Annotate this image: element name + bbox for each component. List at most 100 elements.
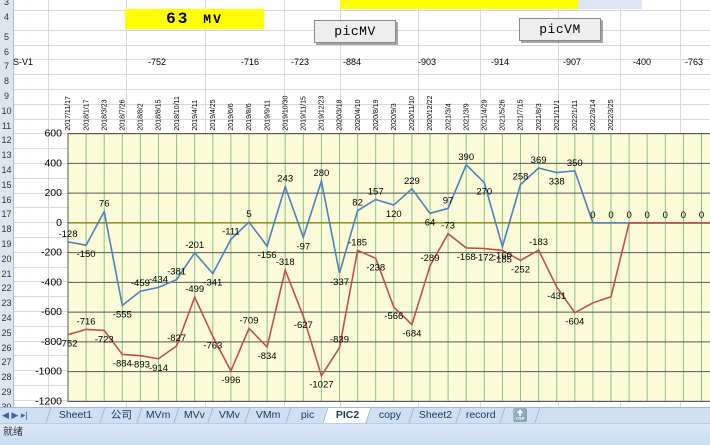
- svg-text:-289: -289: [420, 253, 439, 264]
- svg-text:2019/8/6: 2019/8/6: [246, 103, 253, 130]
- svg-text:-1200: -1200: [35, 395, 62, 407]
- svg-text:97: 97: [443, 195, 454, 206]
- svg-text:-827: -827: [167, 333, 186, 344]
- svg-text:-893: -893: [131, 360, 150, 371]
- svg-text:200: 200: [44, 187, 62, 199]
- svg-text:76: 76: [99, 199, 110, 210]
- svg-text:-185: -185: [493, 254, 512, 265]
- svg-text:-499: -499: [185, 284, 204, 295]
- svg-text:2018/3/23: 2018/3/23: [101, 99, 108, 130]
- svg-text:-763: -763: [203, 340, 222, 351]
- svg-text:2019/10/30: 2019/10/30: [282, 95, 289, 130]
- svg-text:-150: -150: [77, 249, 96, 260]
- svg-text:-172: -172: [475, 253, 494, 264]
- svg-text:2021/11/1: 2021/11/1: [554, 100, 561, 131]
- svg-text:-183: -183: [529, 237, 548, 248]
- svg-text:2022/3/14: 2022/3/14: [590, 99, 597, 130]
- svg-text:120: 120: [386, 209, 402, 220]
- svg-text:2021/4/29: 2021/4/29: [482, 99, 489, 130]
- svg-text:2018/8/15: 2018/8/15: [156, 99, 163, 130]
- svg-text:-684: -684: [402, 329, 421, 340]
- svg-text:2020/3/18: 2020/3/18: [337, 99, 344, 130]
- svg-text:2022/1/11: 2022/1/11: [572, 100, 579, 131]
- svg-text:-185: -185: [348, 237, 367, 248]
- svg-text:157: 157: [368, 187, 384, 198]
- svg-text:2019/4/11: 2019/4/11: [192, 100, 199, 131]
- svg-text:-914: -914: [149, 363, 168, 374]
- svg-text:-716: -716: [77, 316, 96, 327]
- svg-text:2020/12/22: 2020/12/22: [427, 95, 434, 130]
- svg-text:-566: -566: [384, 311, 403, 322]
- svg-text:0: 0: [56, 217, 62, 229]
- svg-text:2020/4/10: 2020/4/10: [355, 99, 362, 130]
- svg-text:-318: -318: [276, 257, 295, 268]
- svg-text:82: 82: [352, 198, 363, 209]
- svg-text:-238: -238: [366, 262, 385, 273]
- svg-text:-723: -723: [95, 334, 114, 345]
- svg-text:2021/8/3: 2021/8/3: [536, 103, 543, 130]
- svg-text:-459: -459: [131, 278, 150, 289]
- svg-text:0: 0: [626, 210, 631, 221]
- svg-text:-128: -128: [58, 229, 77, 240]
- svg-text:-434: -434: [149, 274, 168, 285]
- svg-text:-604: -604: [565, 317, 584, 328]
- svg-text:600: 600: [44, 128, 62, 140]
- svg-text:-752: -752: [58, 339, 77, 350]
- svg-text:2020/11/10: 2020/11/10: [409, 96, 416, 131]
- svg-text:-1027: -1027: [309, 380, 333, 391]
- svg-text:229: 229: [404, 176, 420, 187]
- svg-text:0: 0: [590, 210, 595, 221]
- svg-text:-996: -996: [221, 375, 240, 386]
- svg-text:350: 350: [567, 158, 583, 169]
- svg-text:2019/4/25: 2019/4/25: [210, 99, 217, 130]
- svg-text:-337: -337: [330, 277, 349, 288]
- svg-text:-431: -431: [547, 291, 566, 302]
- svg-text:-400: -400: [41, 276, 62, 288]
- svg-text:400: 400: [44, 157, 62, 169]
- svg-text:-627: -627: [294, 320, 313, 331]
- svg-text:-381: -381: [167, 267, 186, 278]
- svg-text:2017/11/17: 2017/11/17: [65, 96, 72, 131]
- svg-text:2022/3/25: 2022/3/25: [608, 99, 615, 130]
- svg-text:-600: -600: [41, 306, 62, 318]
- svg-text:2018/7/26: 2018/7/26: [120, 99, 127, 130]
- svg-text:-884: -884: [113, 358, 132, 369]
- svg-text:280: 280: [313, 168, 329, 179]
- svg-text:-97: -97: [296, 241, 310, 252]
- svg-text:2021/3/9: 2021/3/9: [463, 103, 470, 130]
- svg-text:2020/9/3: 2020/9/3: [391, 103, 398, 130]
- svg-text:0: 0: [608, 210, 613, 221]
- svg-text:270: 270: [476, 187, 492, 198]
- svg-text:-839: -839: [330, 335, 349, 346]
- svg-text:2021/7/15: 2021/7/15: [518, 99, 525, 130]
- svg-text:-555: -555: [113, 309, 132, 320]
- svg-text:-168: -168: [457, 252, 476, 263]
- svg-text:2018/1/17: 2018/1/17: [83, 99, 90, 130]
- svg-text:2018/8/2: 2018/8/2: [138, 103, 145, 130]
- svg-text:0: 0: [645, 210, 650, 221]
- svg-text:-111: -111: [222, 226, 240, 237]
- svg-text:-201: -201: [185, 240, 204, 251]
- svg-text:-341: -341: [203, 278, 222, 289]
- svg-text:2019/9/11: 2019/9/11: [264, 100, 271, 131]
- svg-text:2018/10/11: 2018/10/11: [174, 96, 181, 131]
- svg-text:-73: -73: [441, 221, 455, 232]
- svg-text:2021/5/26: 2021/5/26: [500, 99, 507, 130]
- svg-text:338: 338: [549, 177, 565, 188]
- svg-text:2019/12/23: 2019/12/23: [319, 95, 326, 130]
- svg-text:390: 390: [458, 152, 474, 163]
- svg-text:258: 258: [513, 172, 529, 183]
- svg-text:0: 0: [681, 210, 686, 221]
- svg-text:0: 0: [663, 210, 668, 221]
- svg-text:2020/8/19: 2020/8/19: [373, 99, 380, 130]
- svg-text:-200: -200: [41, 247, 62, 259]
- svg-text:369: 369: [531, 155, 547, 166]
- svg-text:2021/3/4: 2021/3/4: [445, 103, 452, 130]
- svg-text:-709: -709: [239, 315, 258, 326]
- svg-text:2019/11/15: 2019/11/15: [301, 96, 308, 131]
- svg-text:243: 243: [277, 174, 293, 185]
- svg-text:5: 5: [246, 209, 251, 220]
- svg-text:-834: -834: [258, 351, 277, 362]
- svg-text:-156: -156: [258, 250, 277, 261]
- svg-text:-252: -252: [511, 264, 530, 275]
